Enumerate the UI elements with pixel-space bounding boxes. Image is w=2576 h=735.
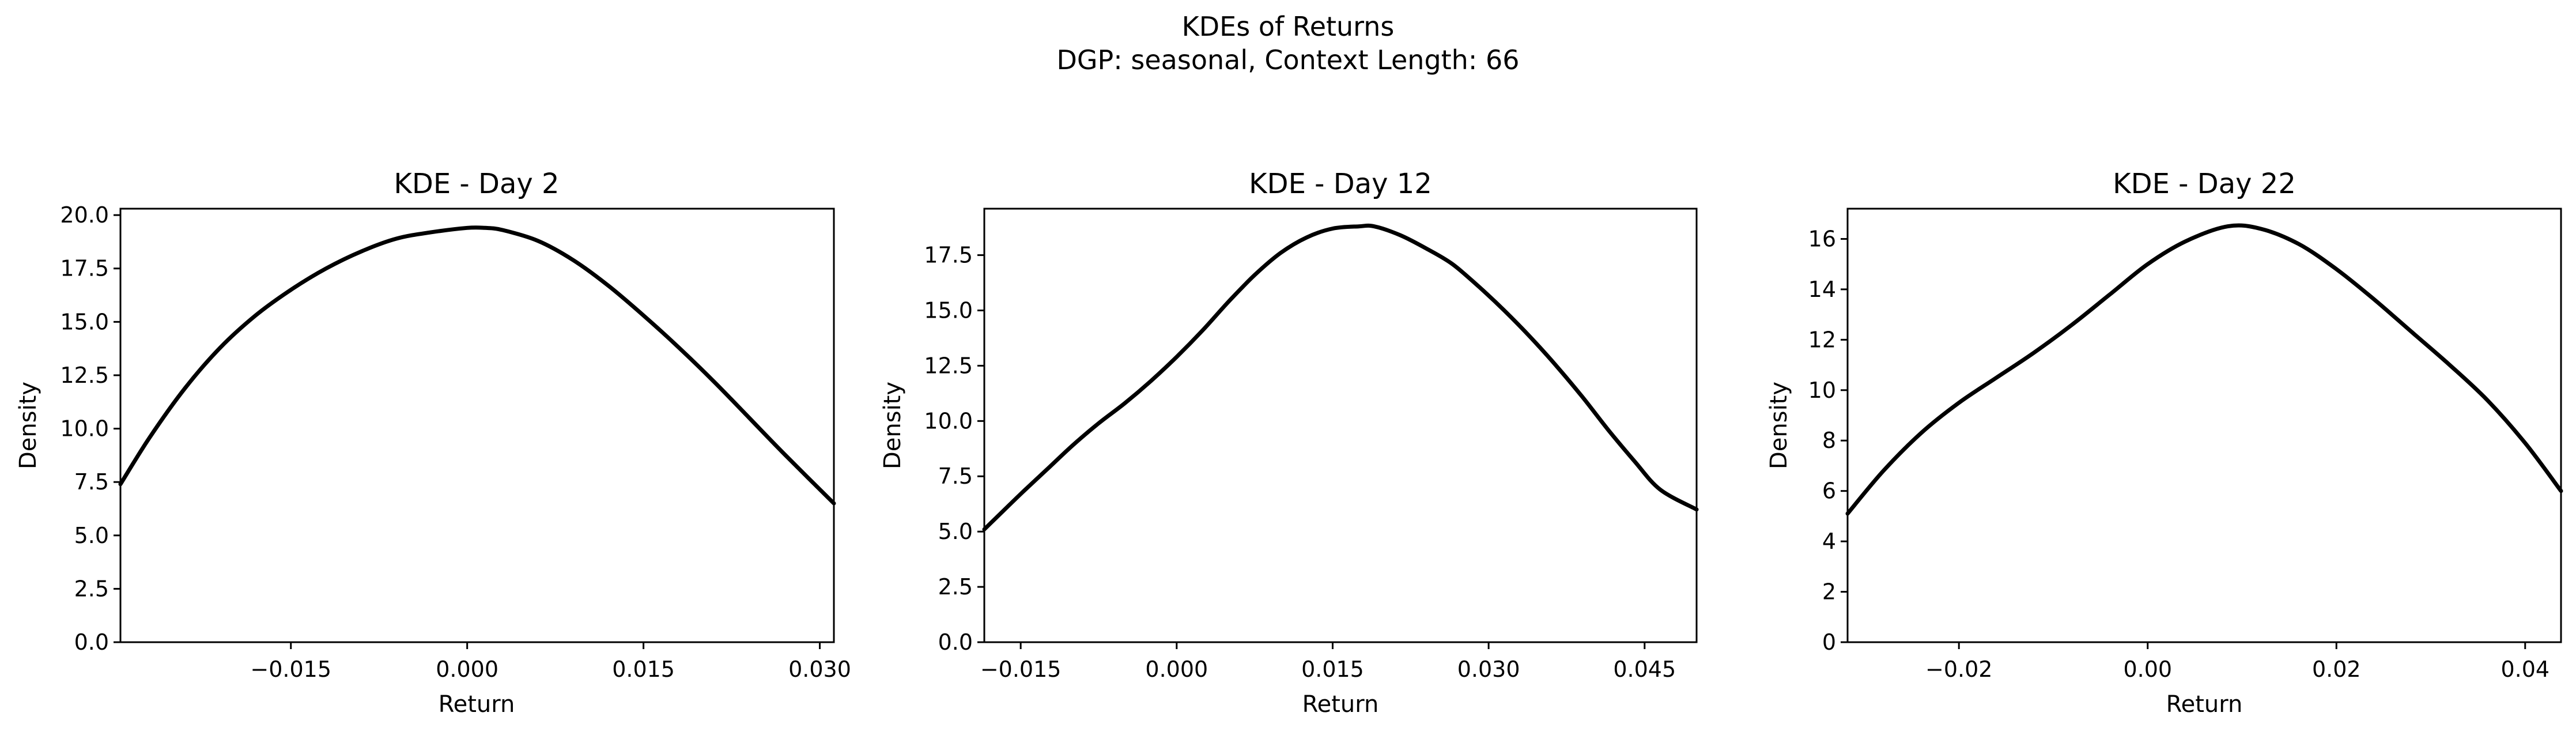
y-tick-label: 8 (1822, 428, 1836, 453)
y-tick-label: 6 (1822, 478, 1836, 504)
subplot-title: KDE - Day 2 (394, 168, 559, 200)
x-tick-label: −0.02 (1925, 657, 1992, 682)
subplot-day-12: KDE - Day 12 0.0 2.5 5.0 7.5 10.0 12.5 15.0 17.… (879, 168, 1699, 718)
y-tick-label: 7.5 (938, 463, 973, 489)
x-tick-label: −0.015 (980, 657, 1062, 682)
axes-frame (983, 208, 1698, 643)
subplot-day-2: KDE - Day 2 0.0 2.5 5.0 7.5 10.0 12.5 15.0 17.5… (15, 168, 851, 718)
x-tick-label: 0.030 (788, 657, 851, 682)
y-axis-ticks: 0.0 2.5 5.0 7.5 10.0 12.5 15.0 17.5 20.0 (60, 202, 120, 655)
y-tick-label: 2 (1822, 579, 1836, 605)
y-tick-label: 4 (1822, 529, 1836, 554)
y-tick-label: 15.0 (60, 309, 109, 334)
x-axis-label: Return (439, 691, 515, 718)
y-tick-label: 0.0 (938, 630, 973, 655)
y-tick-label: 17.5 (60, 256, 109, 281)
y-tick-label: 10.0 (60, 416, 109, 442)
y-tick-label: 12 (1808, 327, 1836, 352)
axes-frame (119, 208, 835, 643)
y-tick-label: 15.0 (924, 297, 973, 323)
y-tick-label: 20.0 (60, 202, 109, 228)
y-axis-label: Density (879, 382, 906, 469)
x-tick-label: 0.04 (2501, 657, 2549, 682)
subplot-day-22: KDE - Day 22 0 2 4 6 8 10 12 14 16 −0.02 0.00 0.02… (1766, 168, 2563, 718)
x-tick-label: 0.030 (1457, 657, 1520, 682)
y-axis-label: Density (15, 382, 41, 469)
y-tick-label: 5.0 (74, 523, 109, 548)
y-tick-label: 2.5 (938, 574, 973, 600)
subplot-title: KDE - Day 12 (1249, 168, 1432, 200)
figure-title-line1: KDEs of Returns (1182, 11, 1395, 42)
x-axis-ticks: −0.015 0.000 0.015 0.030 0.045 (980, 642, 1676, 682)
y-tick-label: 12.5 (60, 363, 109, 388)
y-tick-label: 7.5 (74, 469, 109, 495)
y-tick-label: 0 (1822, 630, 1836, 655)
x-axis-label: Return (1302, 691, 1379, 718)
subplot-title: KDE - Day 22 (2113, 168, 2296, 200)
y-tick-label: 5.0 (938, 519, 973, 544)
x-tick-label: −0.015 (250, 657, 331, 682)
x-tick-label: 0.015 (612, 657, 675, 682)
y-tick-label: 16 (1808, 226, 1836, 251)
x-axis-label: Return (2166, 691, 2243, 718)
kde-curve (1845, 223, 2563, 516)
x-tick-label: 0.045 (1613, 657, 1676, 682)
y-tick-label: 10 (1808, 378, 1836, 403)
y-tick-label: 17.5 (924, 243, 973, 268)
y-axis-ticks: 0 2 4 6 8 10 12 14 16 (1808, 226, 1848, 655)
x-tick-label: 0.00 (2123, 657, 2172, 682)
kde-curve (118, 225, 836, 506)
x-tick-label: 0.000 (436, 657, 498, 682)
y-tick-label: 14 (1808, 277, 1836, 302)
x-tick-label: 0.015 (1301, 657, 1364, 682)
y-axis-label: Density (1766, 382, 1792, 469)
axes-frame (1846, 208, 2562, 643)
y-axis-ticks: 0.0 2.5 5.0 7.5 10.0 12.5 15.0 17.5 (924, 243, 984, 655)
y-tick-label: 0.0 (74, 630, 109, 655)
y-tick-label: 10.0 (924, 408, 973, 434)
kde-curve (982, 223, 1699, 532)
x-tick-label: 0.000 (1145, 657, 1208, 682)
x-axis-ticks: −0.02 0.00 0.02 0.04 (1925, 642, 2549, 682)
y-tick-label: 2.5 (74, 576, 109, 601)
x-axis-ticks: −0.015 0.000 0.015 0.030 (250, 642, 851, 682)
y-tick-label: 12.5 (924, 353, 973, 378)
x-tick-label: 0.02 (2312, 657, 2361, 682)
figure-title-line2: DGP: seasonal, Context Length: 66 (1056, 44, 1519, 76)
